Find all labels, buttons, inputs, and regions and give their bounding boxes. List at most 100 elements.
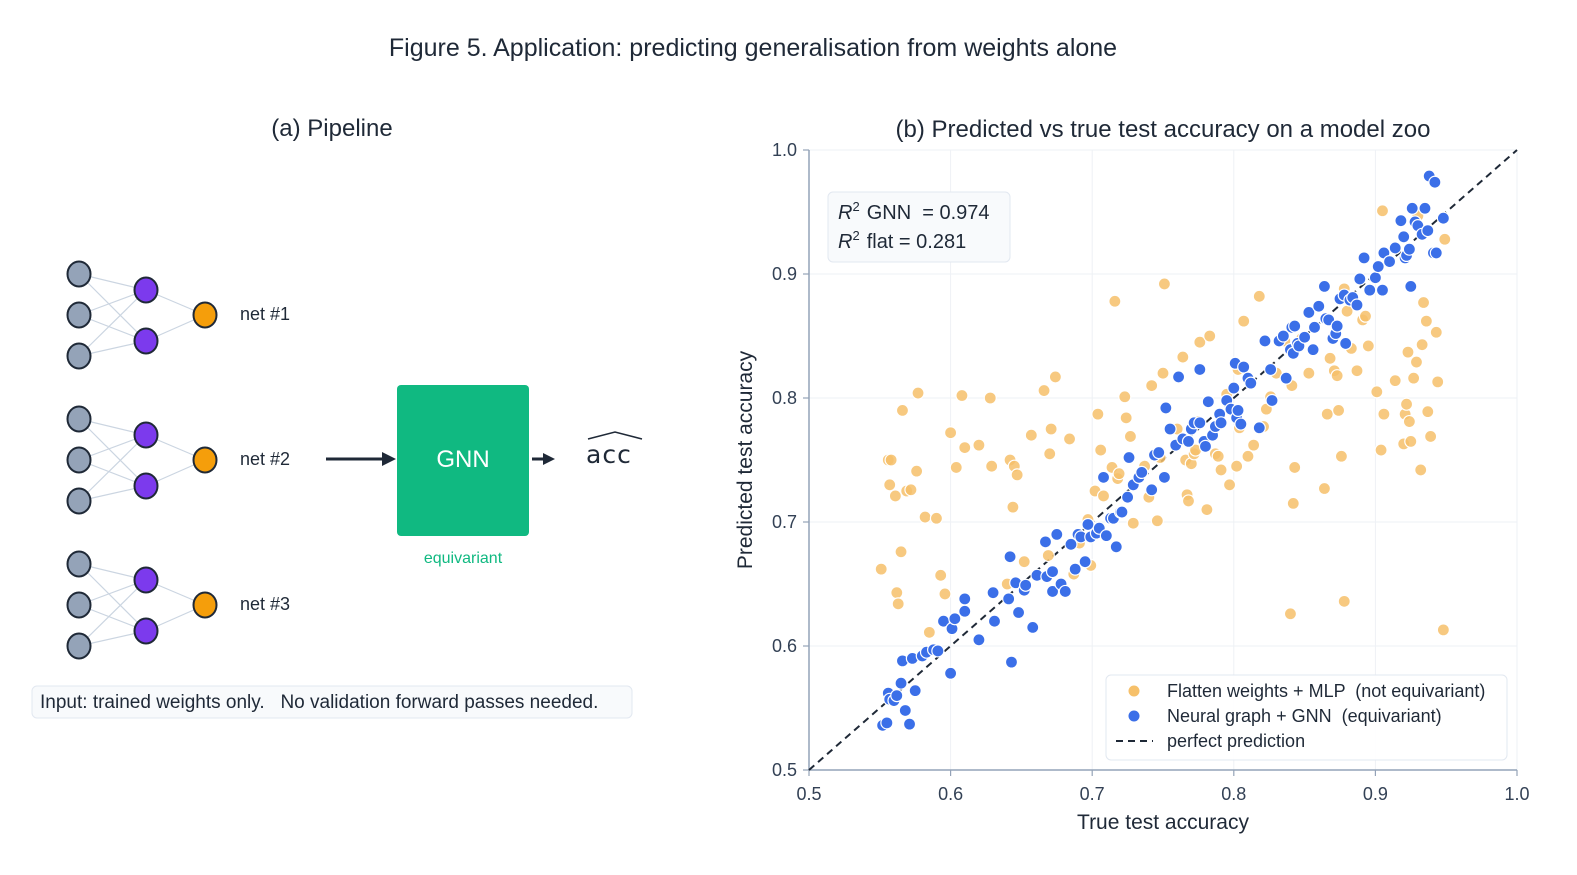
gnn-point	[958, 604, 972, 618]
network-edge	[78, 579, 147, 647]
flat-point	[1091, 407, 1105, 421]
network-edge	[78, 273, 147, 342]
gnn-point	[1231, 403, 1245, 417]
flat-point	[1438, 232, 1452, 246]
gnn-point	[1288, 319, 1302, 333]
flat-point	[1043, 447, 1057, 461]
flat-point	[1388, 374, 1402, 388]
flat-point	[1375, 204, 1390, 218]
gnn-point	[948, 612, 962, 626]
gnn-point	[1330, 319, 1344, 333]
flat-point	[1419, 314, 1433, 328]
flat-point	[1112, 467, 1126, 481]
input-node	[66, 301, 92, 329]
flat-point	[1283, 607, 1298, 621]
gnn-point	[1096, 470, 1111, 484]
flat-point	[985, 459, 999, 473]
flat-point	[1436, 623, 1450, 637]
gnn-point	[1171, 370, 1186, 384]
flat-point	[1320, 407, 1334, 421]
flat-point	[910, 464, 924, 478]
input-node	[66, 405, 92, 433]
flat-point	[888, 489, 902, 503]
footnote: Input: trained weights only. No validati…	[40, 692, 598, 713]
flat-point	[1358, 309, 1373, 323]
flat-point	[1193, 335, 1207, 349]
gnn-point	[1306, 343, 1320, 357]
flat-point	[874, 562, 888, 576]
gnn-caption: equivariant	[424, 550, 503, 567]
gnn-point	[987, 614, 1002, 628]
flat-point	[1108, 294, 1122, 308]
flat-point	[1302, 366, 1316, 380]
flat-point	[1288, 460, 1302, 475]
flat-point	[1404, 434, 1418, 448]
flat-point	[1399, 397, 1414, 411]
flat-point	[1157, 277, 1172, 291]
gnn-point	[1152, 445, 1166, 460]
flat-point	[1409, 355, 1424, 369]
flat-point	[1317, 481, 1332, 496]
gnn-point	[1353, 272, 1367, 286]
flat-point	[943, 426, 958, 440]
flat-point	[1237, 314, 1251, 328]
flat-point	[1415, 338, 1429, 352]
gnn-point	[1193, 362, 1207, 377]
gnn-point	[1421, 224, 1435, 238]
series-neural-graph-gnn	[876, 169, 1450, 732]
flat-point	[1334, 449, 1349, 463]
flat-point	[1230, 459, 1244, 473]
gnn-point	[1258, 334, 1272, 348]
gnn-point	[1418, 201, 1432, 215]
gnn-point	[1405, 201, 1419, 215]
gnn-point	[1227, 381, 1241, 395]
gnn-point	[1264, 362, 1278, 377]
hidden-node	[133, 421, 159, 449]
gnn-point	[1099, 529, 1113, 543]
output-node	[192, 446, 218, 474]
gnn-point	[943, 666, 958, 680]
gnn-point	[1045, 584, 1060, 599]
flat-point	[1323, 351, 1337, 365]
legend-label-flat: Flatten weights + MLP (not equivariant)	[1167, 681, 1485, 701]
flat-point	[1377, 407, 1391, 421]
gnn-point	[1002, 592, 1016, 606]
gnn-point	[1181, 434, 1196, 448]
arrow-to-gnn-head	[382, 452, 396, 466]
ticks: 0.5 0.6 0.7 0.8 0.9 1.0 0.5 0.6 0.7 0.8 0.9 1.0	[772, 140, 1530, 804]
series-flatten-mlp	[874, 204, 1452, 639]
flat-point	[1421, 405, 1435, 419]
gnn-point	[1428, 175, 1442, 189]
flat-point	[891, 597, 905, 611]
input-node	[66, 550, 92, 578]
gnn-point	[1350, 298, 1364, 312]
legend-label-gnn: Neural graph + GNN (equivariant)	[1167, 706, 1442, 726]
gnn-point	[1317, 279, 1332, 293]
flat-point	[1041, 548, 1055, 563]
flat-point	[1024, 428, 1038, 442]
gnn-point	[1122, 450, 1136, 465]
flat-point	[911, 386, 925, 400]
y-tick-label: 0.7	[772, 512, 797, 532]
gnn-point	[1276, 329, 1290, 343]
net-label: net #1	[240, 304, 290, 324]
flat-point	[1200, 503, 1214, 517]
flat-point	[1331, 403, 1346, 417]
gnn-point	[1312, 299, 1326, 313]
network-edge	[78, 289, 147, 357]
gnn-point	[1394, 214, 1408, 228]
flat-point	[1044, 422, 1058, 436]
footnote-box	[31, 685, 633, 719]
gnn-box	[397, 385, 529, 536]
flat-point	[1150, 514, 1164, 528]
gnn-point	[1436, 211, 1450, 225]
gnn-point	[1003, 550, 1017, 564]
gnn-point	[1234, 417, 1248, 431]
gnn-point	[931, 644, 945, 658]
y-tick-label: 0.6	[772, 636, 797, 656]
flat-point	[1176, 350, 1190, 364]
flat-point	[958, 441, 972, 455]
gnn-point	[1193, 416, 1207, 430]
flat-point	[938, 587, 952, 601]
